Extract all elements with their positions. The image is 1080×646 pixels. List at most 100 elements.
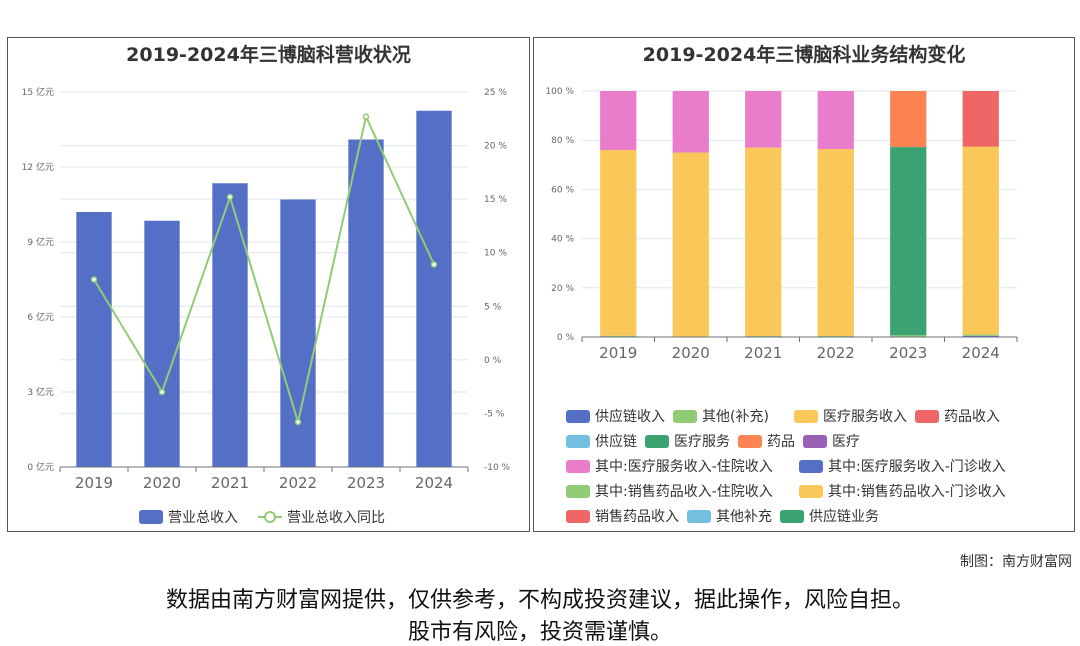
legend-item[interactable]: 药品 <box>738 431 795 451</box>
legend-label: 供应链 <box>595 434 637 450</box>
disclaimer-2: 股市有风险，投资需谨慎。 <box>407 620 672 645</box>
y-tick: 40 % <box>551 235 574 245</box>
y-tick: 80 % <box>551 136 574 146</box>
legend-swatch <box>566 484 590 498</box>
disclaimer: 数据由南方财富网提供，仅供参考，不构成投资建议，据此操作，风险自担。 <box>165 588 914 613</box>
yoy-point <box>294 418 302 426</box>
legend-swatch <box>799 459 823 473</box>
x-tick-label: 2022 <box>279 474 317 492</box>
x-tick-label: 2023 <box>347 474 385 492</box>
legend-swatch <box>566 509 590 523</box>
y-tick: 20 % <box>551 284 574 294</box>
revenue-chart: -10 % -5 % 0 % 5 % 10 % 15 % 20 % 25 % 0 亿元 3 亿元 6… <box>22 86 511 526</box>
stack-segment <box>745 147 782 337</box>
yoy-point <box>90 276 98 283</box>
y-left-tick: 12 亿元 <box>22 161 54 173</box>
x-tick-label: 2023 <box>889 344 927 362</box>
legend-item[interactable]: 其他补充 <box>687 506 772 526</box>
legend-label: 医疗服务收入 <box>823 409 907 425</box>
y-right-tick: 5 % <box>484 302 502 312</box>
stack-segment <box>962 91 999 147</box>
legend-item[interactable]: 供应链业务 <box>780 506 879 526</box>
legend-label: 供应链收入 <box>595 409 665 425</box>
x-tick-label: 2024 <box>962 344 1000 362</box>
stack-segment <box>600 150 637 336</box>
legend-swatch <box>566 434 590 448</box>
stack-segment <box>962 334 999 336</box>
legend-label: 供应链业务 <box>809 509 879 525</box>
y-left-tick: 9 亿元 <box>27 236 54 248</box>
legend-swatch <box>264 511 276 523</box>
legend-item[interactable]: 销售药品收入 <box>566 506 679 526</box>
legend-swatch <box>915 409 939 423</box>
stack-segment <box>672 91 709 153</box>
legend-item[interactable]: 其中:销售药品收入-住院收入 <box>566 481 773 501</box>
y-right-tick: 25 % <box>484 88 507 98</box>
chart-title: 2019-2024年三博脑科营收状况 <box>126 44 411 66</box>
stack-segment <box>817 91 854 150</box>
legend-item[interactable]: 其他(补充) <box>673 406 769 426</box>
structure-chart: 0 % 20 % 40 % 60 % 80 % 100 % 2019 2020 2021 2022… <box>545 87 1018 362</box>
y-right-tick: 15 % <box>484 195 507 205</box>
legend-label: 营业总收入同比 <box>287 510 385 526</box>
x-tick-label: 2020 <box>672 344 710 362</box>
legend-swatch <box>645 434 669 448</box>
y-right-tick: 10 % <box>484 249 507 259</box>
revenue-bar <box>212 183 248 467</box>
legend-item[interactable]: 药品收入 <box>915 406 1000 426</box>
y-tick: 60 % <box>551 185 574 195</box>
credit: 制图：南方财富网 <box>960 554 1072 570</box>
legend-item[interactable]: 其中:医疗服务收入-门诊收入 <box>799 456 1006 476</box>
revenue-bar <box>76 212 112 467</box>
x-tick-label: 2019 <box>75 474 113 492</box>
x-tick-label: 2024 <box>415 474 453 492</box>
legend-item[interactable]: 供应链 <box>566 431 637 451</box>
legend-item[interactable]: 医疗 <box>803 431 860 451</box>
stack-segment <box>672 152 709 337</box>
legend-label: 医疗服务 <box>674 434 730 450</box>
revenue-bar <box>416 110 452 467</box>
y-tick: 0 % <box>557 333 575 343</box>
y-right-tick: -5 % <box>484 409 505 419</box>
legend-item[interactable]: 其中:销售药品收入-门诊收入 <box>799 481 1006 501</box>
stack-segment <box>890 91 927 148</box>
legend-label: 营业总收入 <box>168 510 238 526</box>
legend-swatch <box>687 509 711 523</box>
legend-swatch <box>794 409 818 423</box>
legend-item[interactable]: 医疗服务收入 <box>794 406 907 426</box>
stack-segment <box>817 149 854 337</box>
yoy-line <box>93 113 435 426</box>
x-tick-label: 2019 <box>599 344 637 362</box>
yoy-point <box>362 113 370 120</box>
legend-item[interactable]: 医疗服务 <box>645 431 730 451</box>
x-tick-label: 2022 <box>817 344 855 362</box>
stack-segment <box>962 335 999 337</box>
legend-label: 医疗 <box>832 434 860 450</box>
y-left-tick: 15 亿元 <box>22 86 54 98</box>
yoy-point <box>158 388 166 396</box>
x-tick-label: 2021 <box>744 344 782 362</box>
legend-label: 其他(补充) <box>702 409 769 425</box>
legend-label: 其他补充 <box>716 509 772 525</box>
legend-label: 药品收入 <box>944 409 1000 425</box>
y-right-tick: -10 % <box>484 463 511 473</box>
legend-swatch <box>799 484 823 498</box>
y-right-tick: 0 % <box>484 356 502 366</box>
legend-swatch <box>673 409 697 423</box>
structure-chart-panel: 2019-2024年三博脑科业务结构变化 0 % 20 % 40 % 60 % 80 %… <box>533 37 1075 532</box>
legend-item[interactable]: 其中:医疗服务收入-住院收入 <box>566 456 773 476</box>
legend-swatch <box>139 510 163 524</box>
legend-item[interactable]: 供应链收入 <box>566 406 665 426</box>
legend-label: 药品 <box>767 434 795 450</box>
y-left-tick: 6 亿元 <box>27 311 54 323</box>
y-right-tick: 20 % <box>484 142 507 152</box>
legend-label: 其中:医疗服务收入-门诊收入 <box>828 459 1006 475</box>
stack-segment <box>600 335 637 337</box>
legend-label: 其中:销售药品收入-门诊收入 <box>828 484 1006 500</box>
y-left-tick: 0 亿元 <box>27 461 54 473</box>
yoy-point <box>430 261 438 268</box>
legend-label: 其中:销售药品收入-住院收入 <box>595 484 773 500</box>
legend-swatch <box>566 459 590 473</box>
x-tick-label: 2020 <box>143 474 181 492</box>
yoy-point <box>226 193 234 201</box>
